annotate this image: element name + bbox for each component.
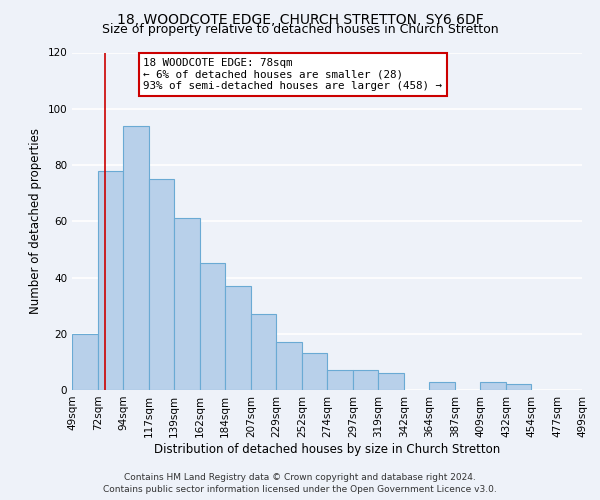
- Bar: [72, 334, 98, 390]
- Text: Size of property relative to detached houses in Church Stretton: Size of property relative to detached ho…: [101, 22, 499, 36]
- Text: Contains HM Land Registry data © Crown copyright and database right 2024.
Contai: Contains HM Land Registry data © Crown c…: [103, 472, 497, 494]
- Bar: [174, 218, 200, 390]
- Y-axis label: Number of detached properties: Number of detached properties: [29, 128, 42, 314]
- X-axis label: Distribution of detached houses by size in Church Stretton: Distribution of detached houses by size …: [154, 442, 500, 456]
- Bar: [123, 126, 149, 390]
- Bar: [149, 179, 174, 390]
- Bar: [302, 354, 327, 390]
- Text: 18 WOODCOTE EDGE: 78sqm
← 6% of detached houses are smaller (28)
93% of semi-det: 18 WOODCOTE EDGE: 78sqm ← 6% of detached…: [143, 58, 442, 91]
- Bar: [327, 370, 353, 390]
- Bar: [200, 264, 225, 390]
- Bar: [506, 384, 531, 390]
- Bar: [251, 314, 276, 390]
- Bar: [480, 382, 506, 390]
- Bar: [353, 370, 378, 390]
- Bar: [378, 373, 404, 390]
- Bar: [276, 342, 302, 390]
- Text: 18, WOODCOTE EDGE, CHURCH STRETTON, SY6 6DF: 18, WOODCOTE EDGE, CHURCH STRETTON, SY6 …: [116, 12, 484, 26]
- Bar: [429, 382, 455, 390]
- Bar: [225, 286, 251, 390]
- Bar: [98, 170, 123, 390]
